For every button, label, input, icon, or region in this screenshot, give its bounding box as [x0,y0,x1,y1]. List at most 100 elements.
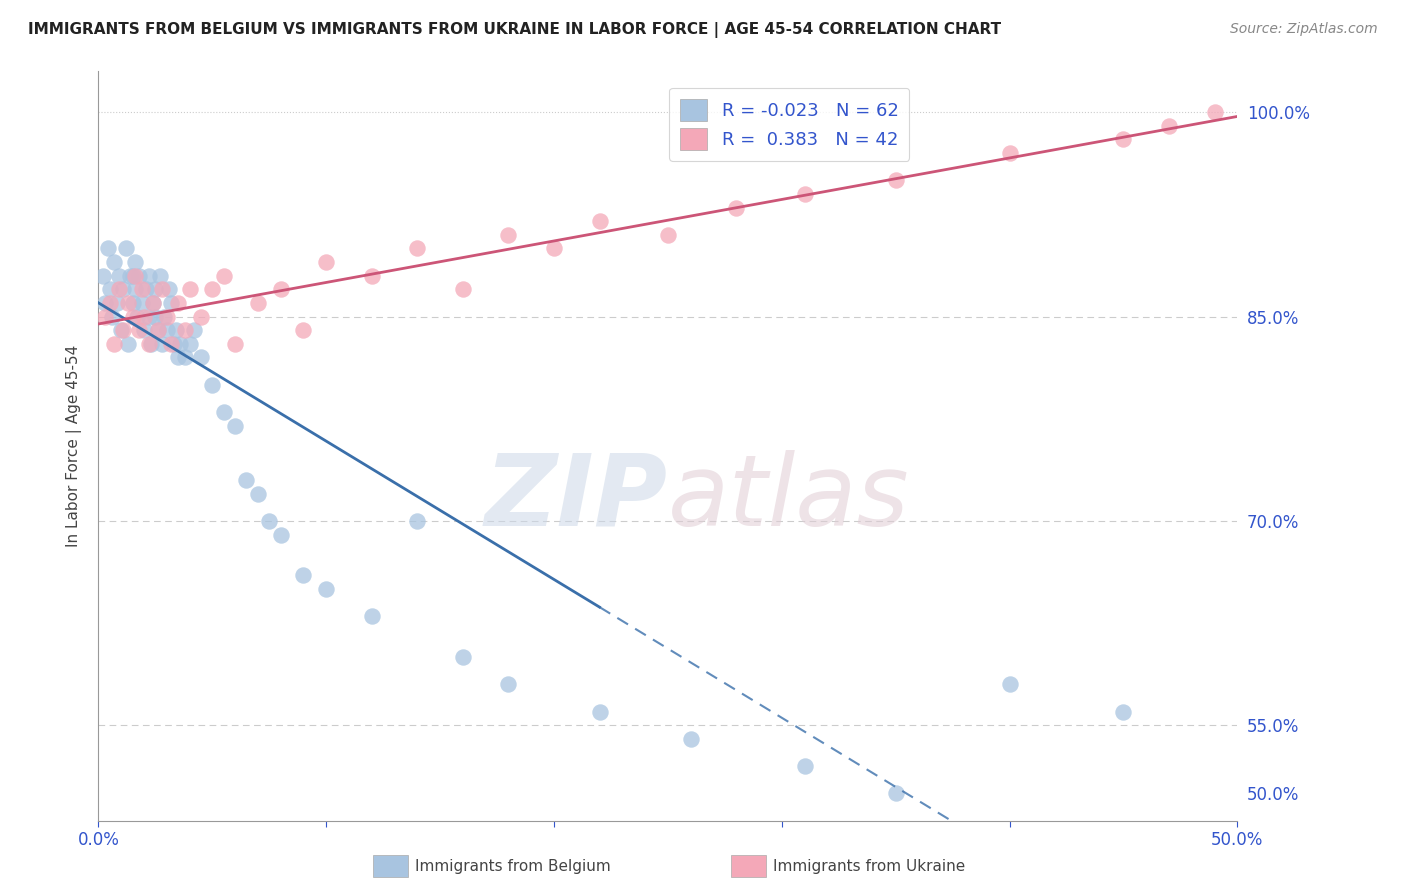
Point [138,268,160,283]
Point [94,296,117,310]
Point [103,255,125,269]
Point [657,227,679,242]
Point [1112,705,1135,719]
Point [201,377,224,392]
Point [156,310,179,324]
Point [121,268,143,283]
Point [120,268,142,283]
Point [315,582,337,596]
Point [174,323,197,337]
Point [498,677,520,691]
Point [138,310,160,324]
Point [160,296,183,310]
Point [103,336,125,351]
Point [451,650,474,665]
Point [138,336,160,351]
Point [259,514,281,528]
Point [142,296,165,310]
Point [246,296,269,310]
Point [1112,132,1135,146]
Point [167,296,190,310]
Point [884,786,907,800]
Point [167,351,190,365]
Point [201,282,224,296]
Point [121,310,143,324]
Point [94,310,117,324]
Point [162,336,184,351]
Point [131,296,153,310]
Point [451,282,474,296]
Point [108,282,131,296]
Point [588,705,610,719]
Point [224,336,246,351]
Point [212,405,235,419]
Point [1157,119,1180,133]
Text: Source: ZipAtlas.com: Source: ZipAtlas.com [1230,22,1378,37]
Point [360,609,382,624]
Point [105,296,128,310]
Y-axis label: In Labor Force | Age 45-54: In Labor Force | Age 45-54 [66,345,82,547]
Point [145,310,167,324]
Point [128,323,150,337]
Point [98,296,121,310]
Point [246,486,269,500]
Point [124,255,146,269]
Point [149,268,172,283]
Point [96,242,118,256]
Point [156,323,179,337]
Point [179,282,201,296]
Point [1204,105,1226,120]
Point [153,310,176,324]
Point [127,310,149,324]
Text: Immigrants from Belgium: Immigrants from Belgium [415,859,610,873]
Point [108,268,131,283]
Point [793,759,815,773]
Point [132,323,155,337]
Point [292,568,315,582]
Point [124,282,146,296]
Point [146,323,169,337]
Point [128,268,150,283]
Point [292,323,315,337]
Point [498,227,520,242]
Point [145,282,167,296]
Text: Immigrants from Ukraine: Immigrants from Ukraine [773,859,966,873]
Point [679,731,702,746]
Point [270,282,292,296]
Point [121,296,143,310]
Point [101,310,124,324]
Point [884,173,907,187]
Point [131,282,153,296]
Point [725,201,748,215]
Point [150,282,173,296]
Text: IMMIGRANTS FROM BELGIUM VS IMMIGRANTS FROM UKRAINE IN LABOR FORCE | AGE 45-54 CO: IMMIGRANTS FROM BELGIUM VS IMMIGRANTS FR… [28,22,1001,38]
Point [588,214,610,228]
Point [165,323,187,337]
Point [98,282,121,296]
Point [315,255,337,269]
Point [150,336,173,351]
Legend: R = -0.023   N = 62, R =  0.383   N = 42: R = -0.023 N = 62, R = 0.383 N = 42 [669,88,910,161]
Point [132,310,155,324]
Point [142,296,165,310]
Point [998,677,1021,691]
Point [117,336,139,351]
Point [91,268,114,283]
Point [135,282,157,296]
Point [160,336,183,351]
Point [998,146,1021,161]
Point [190,310,212,324]
Point [124,268,146,283]
Point [112,323,135,337]
Point [406,514,429,528]
Point [169,336,191,351]
Point [190,351,212,365]
Point [139,336,162,351]
Point [174,351,197,365]
Point [157,282,180,296]
Point [179,336,201,351]
Point [270,527,292,541]
Point [235,473,257,487]
Point [793,186,815,201]
Point [110,323,132,337]
